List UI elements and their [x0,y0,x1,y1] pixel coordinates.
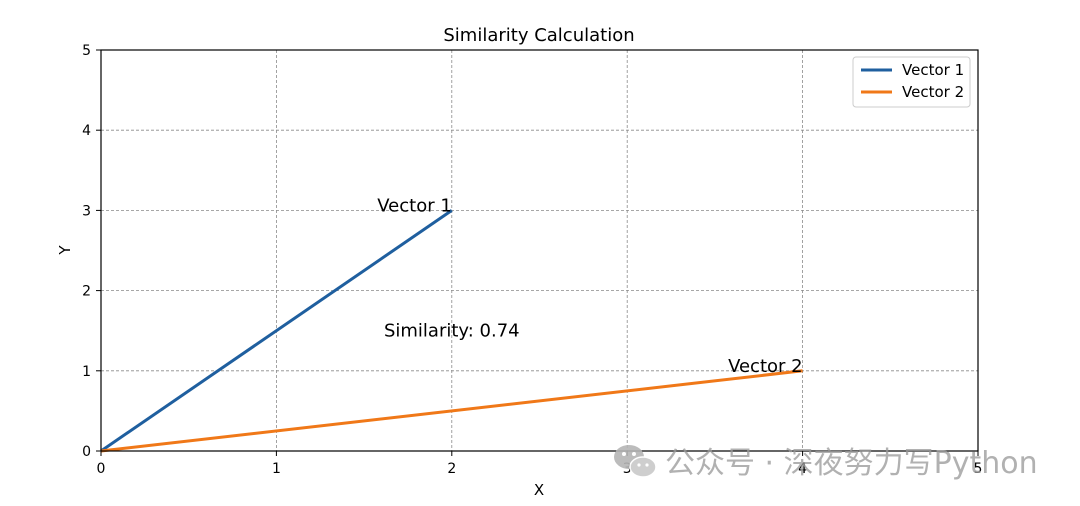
legend: Vector 1 Vector 2 [852,56,971,108]
grid-lines [100,49,979,452]
axis-ticks: 0 1 2 3 4 5 0 1 2 3 4 5 [82,43,982,477]
x-tick-label: 3 [623,461,632,477]
x-tick-label: 0 [97,461,106,477]
x-axis-label: X [534,481,544,499]
x-tick-label: 2 [447,461,456,477]
similarity-annotation: Similarity: 0.74 [384,321,520,342]
y-tick-label: 2 [82,284,91,300]
plot-frame [100,49,979,452]
series-layer [100,209,803,453]
series-line-2 [100,369,803,453]
y-tick-label: 4 [82,123,91,139]
series-end-label-1: Vector 1 [377,195,452,216]
y-tick-label: 1 [82,364,91,380]
watermark-text: 公众号 · 深夜努力写Python [665,446,1038,481]
x-tick-label: 4 [798,461,807,477]
legend-label-vector-1: Vector 1 [902,61,964,79]
series-end-label-2: Vector 2 [728,356,803,377]
series-line-1 [100,209,453,453]
watermark: 公众号 · 深夜努力写Python [614,445,1038,481]
x-tick-label: 1 [272,461,281,477]
y-tick-label: 3 [82,203,91,219]
y-tick-label: 5 [82,43,91,59]
annotations-layer: Vector 1 Vector 2 Similarity: 0.74 [377,195,802,376]
y-tick-label: 0 [82,444,91,460]
x-tick-label: 5 [974,461,983,477]
y-axis-label: Y [56,245,74,256]
legend-label-vector-2: Vector 2 [902,83,964,101]
chart-title: Similarity Calculation [443,25,634,46]
wechat-icon [614,445,657,478]
